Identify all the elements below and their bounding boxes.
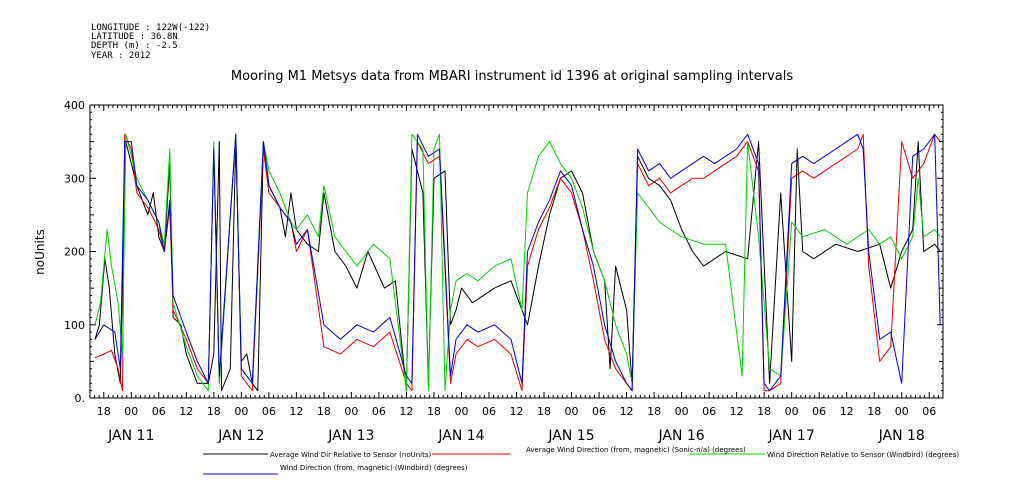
- series-line-2: [94, 133, 941, 392]
- series-line-1: [94, 141, 941, 392]
- x-day-label: JAN 15: [547, 428, 594, 444]
- x-hour-label: 00: [675, 405, 689, 418]
- legend: Average Wind Dir Relative to Sensor (noU…: [203, 446, 959, 475]
- x-day-label: JAN 12: [217, 428, 264, 444]
- x-hour-label: 00: [785, 405, 799, 418]
- x-hour-label: 12: [730, 405, 744, 418]
- x-hour-label: 12: [510, 405, 524, 418]
- x-hour-label: 06: [262, 405, 276, 418]
- x-hour-label: 00: [454, 405, 468, 418]
- chart-title: Mooring M1 Metsys data from MBARI instru…: [231, 69, 793, 84]
- x-hour-label: 18: [647, 405, 661, 418]
- y-tick-label: 0.: [75, 392, 86, 405]
- x-hour-label: 06: [922, 405, 936, 418]
- y-tick-label: 300: [64, 172, 85, 185]
- x-hour-label: 12: [289, 405, 303, 418]
- x-hour-label: 12: [840, 405, 854, 418]
- x-hour-label: 18: [757, 405, 771, 418]
- x-hour-label: 06: [592, 405, 606, 418]
- x-day-label: JAN 17: [768, 428, 815, 444]
- x-hour-label: 12: [179, 405, 193, 418]
- x-hour-label: 06: [372, 405, 386, 418]
- y-axis-label: noUnits: [33, 229, 47, 275]
- x-day-label: JAN 18: [878, 428, 925, 444]
- depth-text: DEPTH (m) : -2.5: [91, 41, 178, 51]
- legend-label-2: Average Wind Direction (from, magnetic) …: [526, 446, 746, 454]
- plot-frame: [89, 104, 944, 399]
- y-axis: 0. 100 200 300 400: [64, 99, 943, 405]
- x-hour-label: 18: [207, 405, 221, 418]
- x-day-label: JAN 16: [657, 428, 704, 444]
- series-layer: [94, 133, 941, 392]
- x-day-label: JAN 13: [327, 428, 374, 444]
- y-tick-label: 100: [64, 319, 85, 332]
- x-hour-label: 12: [399, 405, 413, 418]
- x-hour-label: 06: [482, 405, 496, 418]
- legend-label-1: Average Wind Dir Relative to Sensor (noU…: [270, 451, 431, 459]
- x-hour-label: 00: [344, 405, 358, 418]
- legend-label-4: Wind Direction (from, magnetic) (Windbir…: [280, 464, 468, 472]
- x-hour-label: 00: [895, 405, 909, 418]
- x-hour-label: 06: [152, 405, 166, 418]
- x-day-label: JAN 11: [107, 428, 154, 444]
- x-hour-label: 00: [234, 405, 248, 418]
- series-line-3: [94, 133, 941, 392]
- x-hour-label: 18: [97, 405, 111, 418]
- x-hour-label: 00: [124, 405, 138, 418]
- x-hour-label: 18: [427, 405, 441, 418]
- header-block: LONGITUDE : 122W(-122) LATITUDE : 36.8N …: [91, 23, 210, 61]
- x-hour-label: 06: [812, 405, 826, 418]
- x-hour-label: 18: [317, 405, 331, 418]
- x-hour-label: 06: [702, 405, 716, 418]
- x-hour-label: 00: [565, 405, 579, 418]
- x-day-label: JAN 14: [437, 428, 484, 444]
- y-tick-label: 400: [64, 99, 85, 112]
- longitude-text: LONGITUDE : 122W(-122): [91, 23, 210, 33]
- latitude-text: LATITUDE : 36.8N: [91, 32, 178, 42]
- y-tick-label: 200: [64, 246, 85, 259]
- x-hour-label: 18: [867, 405, 881, 418]
- year-text: YEAR : 2012: [91, 51, 151, 61]
- legend-label-3: Wind Direction Relative to Sensor (Windb…: [767, 451, 959, 459]
- x-hour-label: 12: [620, 405, 634, 418]
- series-line-4: [94, 133, 941, 392]
- x-hour-label: 18: [537, 405, 551, 418]
- x-axis: 18 00 06 12 18 00 06 12 18 00 06 12 18 00 06 12 18 00 06 12…: [89, 105, 944, 444]
